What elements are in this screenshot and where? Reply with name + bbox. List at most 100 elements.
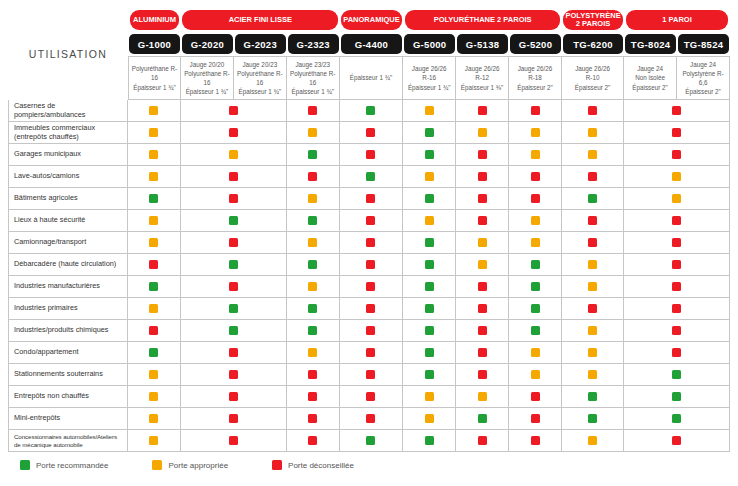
rating-square-yellow <box>149 150 158 159</box>
spec-cell: Jauge 23/23 Polyuréthane R-16 Épaisseur … <box>287 56 340 100</box>
model-cell: G-5200 <box>509 34 562 56</box>
rating-cell <box>456 364 509 386</box>
rating-square-red <box>672 304 681 313</box>
rating-square-green <box>366 172 375 181</box>
rating-square-yellow <box>588 282 597 291</box>
rating-square-red <box>672 128 681 137</box>
rating-square-red <box>229 414 238 423</box>
rating-square-red <box>308 392 317 401</box>
rating-cell <box>403 364 456 386</box>
rating-square-green <box>229 216 238 225</box>
rating-square-yellow <box>308 194 317 203</box>
rating-square-green <box>366 106 375 115</box>
rating-cell <box>403 232 456 254</box>
rating-cell <box>509 342 562 364</box>
model-cell: G-5138 <box>456 34 509 56</box>
rating-square-red <box>229 238 238 247</box>
rating-cell <box>562 276 624 298</box>
rating-cell <box>624 364 730 386</box>
rating-cell <box>128 188 181 210</box>
rating-square-yellow <box>308 238 317 247</box>
rating-square-red <box>672 238 681 247</box>
rating-cell <box>181 166 287 188</box>
rating-cell <box>562 166 624 188</box>
spec-cell: Jauge 24 Polystyrène R-6,6 Épaisseur 2" <box>677 56 730 100</box>
rating-cell <box>456 100 509 122</box>
rating-square-yellow <box>531 128 540 137</box>
rating-square-yellow <box>308 282 317 291</box>
rating-cell <box>562 408 624 430</box>
rating-square-green <box>531 326 540 335</box>
rating-square-green <box>149 282 158 291</box>
rating-square-green <box>672 392 681 401</box>
rating-cell <box>562 100 624 122</box>
rating-cell <box>287 254 340 276</box>
rating-cell <box>128 100 181 122</box>
rating-square-red <box>531 392 540 401</box>
category-pill: 1 PAROI <box>626 10 729 30</box>
rating-cell <box>562 320 624 342</box>
rating-square-red <box>478 304 487 313</box>
rating-square-red <box>229 370 238 379</box>
rating-square-yellow <box>588 436 597 445</box>
rating-square-green <box>425 304 434 313</box>
rating-square-red <box>531 172 540 181</box>
rating-square-red <box>366 370 375 379</box>
model-cell: TG-8524 <box>677 34 730 56</box>
rating-square-red <box>229 128 238 137</box>
rating-cell <box>340 122 404 144</box>
rating-cell <box>340 254 404 276</box>
rating-square-yellow <box>672 194 681 203</box>
rating-cell <box>128 342 181 364</box>
row-label: Concessionnaires automobiles/Ateliers de… <box>8 430 128 452</box>
rating-square-yellow <box>478 392 487 401</box>
model-cell: G-2323 <box>287 34 340 56</box>
rating-cell <box>340 210 404 232</box>
rating-square-red <box>531 194 540 203</box>
rating-cell <box>287 210 340 232</box>
model-pill: G-5200 <box>510 34 561 54</box>
rating-square-yellow <box>588 326 597 335</box>
row-label: Mini-entrepôts <box>8 408 128 430</box>
rating-cell <box>624 188 730 210</box>
rating-square-yellow <box>588 150 597 159</box>
category-cell: 1 PAROI <box>624 8 730 34</box>
rating-square-green <box>308 150 317 159</box>
rating-square-green <box>425 348 434 357</box>
rating-cell <box>340 320 404 342</box>
model-pill: TG-6200 <box>563 34 623 54</box>
rating-cell <box>340 100 404 122</box>
rating-square-green <box>308 304 317 313</box>
category-cell: PANORAMIQUE <box>340 8 404 34</box>
category-cell: POLYSTYRÈNE 2 PAROIS <box>562 8 624 34</box>
rating-square-red <box>366 282 375 291</box>
rating-cell <box>181 364 287 386</box>
rating-square-yellow <box>478 260 487 269</box>
rating-square-yellow <box>149 128 158 137</box>
legend-item: Porte recommandée <box>20 460 108 470</box>
rating-cell <box>456 166 509 188</box>
utilisation-header: UTILISATION <box>8 8 128 100</box>
rating-square-green <box>425 326 434 335</box>
rating-square-red <box>588 238 597 247</box>
rating-cell <box>624 298 730 320</box>
rating-square-yellow <box>149 304 158 313</box>
rating-cell <box>624 166 730 188</box>
spec-cell: Jauge 24 Non isolée Épaisseur 2" <box>624 56 677 100</box>
rating-cell <box>562 364 624 386</box>
rating-square-green <box>229 326 238 335</box>
model-pill: G-2023 <box>235 34 286 54</box>
rating-square-yellow <box>425 392 434 401</box>
rating-square-red <box>229 282 238 291</box>
row-label: Camionnage/transport <box>8 232 128 254</box>
model-pill: TG-8024 <box>625 34 676 54</box>
rating-square-red <box>308 414 317 423</box>
rating-square-green <box>425 150 434 159</box>
legend-label: Porte appropriée <box>168 461 228 470</box>
rating-cell <box>456 430 509 452</box>
rating-square-red <box>366 392 375 401</box>
rating-square-yellow <box>149 106 158 115</box>
rating-cell <box>509 144 562 166</box>
model-cell: G-4400 <box>340 34 404 56</box>
rating-cell <box>509 188 562 210</box>
